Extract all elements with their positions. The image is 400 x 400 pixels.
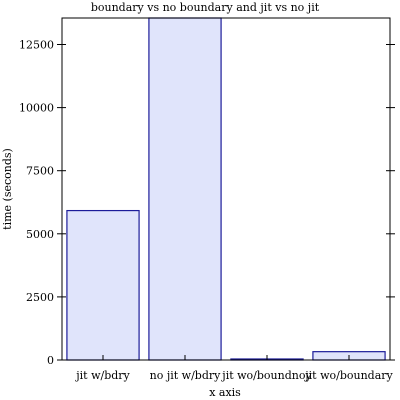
bar-1 <box>148 17 222 361</box>
y-tick-label-0: 0 <box>47 354 54 367</box>
bars-group <box>66 17 386 361</box>
y-tick-label-3: 7500 <box>26 165 54 178</box>
y-tick-label-1: 2500 <box>26 291 54 304</box>
x-axis-label: x axis <box>209 386 241 399</box>
y-tick-label-4: 10000 <box>19 102 54 115</box>
x-tick-label-3: jit wo/boundary <box>303 369 393 382</box>
plot-frame <box>61 17 391 361</box>
y-axis-label: time (seconds) <box>1 148 14 230</box>
chart-title: boundary vs no boundary and jit vs no ji… <box>91 1 320 14</box>
x-axis-ticks: jit w/bdry no jit w/bdry jit wo/boundnoyji… <box>74 355 394 382</box>
x-tick-label-1: no jit w/bdry <box>150 369 222 382</box>
y-tick-label-2: 5000 <box>26 228 54 241</box>
x-tick-label-0: jit w/bdry <box>74 369 130 382</box>
y-tick-label-5: 12500 <box>19 39 54 52</box>
bar-0 <box>66 209 140 361</box>
x-tick-label-2: jit wo/boundnoy <box>220 369 312 382</box>
y-axis-ticks: 0 2500 5000 7500 10000 12500 <box>19 39 395 367</box>
